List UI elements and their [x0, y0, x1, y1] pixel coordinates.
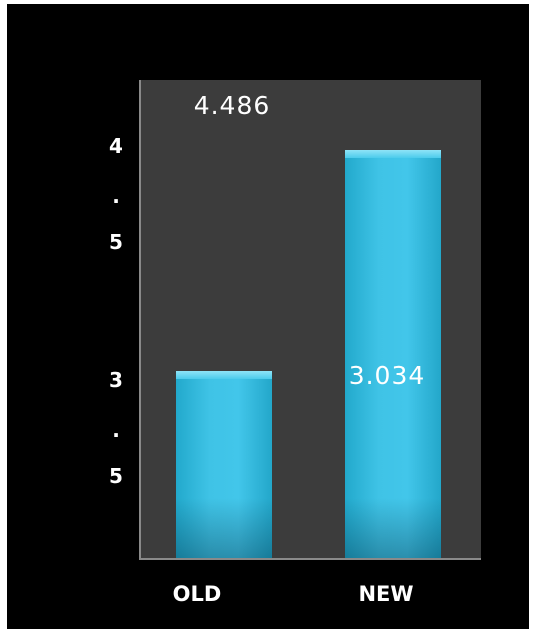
- y-tick-label-1-part-2: .: [112, 184, 120, 208]
- x-tick-label-new: NEW: [358, 582, 414, 606]
- x-axis-line: [139, 558, 481, 560]
- bar-new: [345, 150, 441, 558]
- y-axis-line: [139, 80, 141, 560]
- data-label-2: 3.034: [348, 361, 426, 390]
- y-tick-label-2-part-3: 5: [109, 464, 123, 488]
- x-tick-label-old: OLD: [172, 582, 222, 606]
- y-tick-label-1-part-1: 4: [109, 134, 123, 158]
- y-tick-label-1-part-3: 5: [109, 230, 123, 254]
- data-label-1: 4.486: [193, 91, 271, 120]
- y-tick-label-2-part-2: .: [112, 418, 120, 442]
- y-tick-label-2-part-1: 3: [109, 368, 123, 392]
- bar-old: [176, 370, 272, 559]
